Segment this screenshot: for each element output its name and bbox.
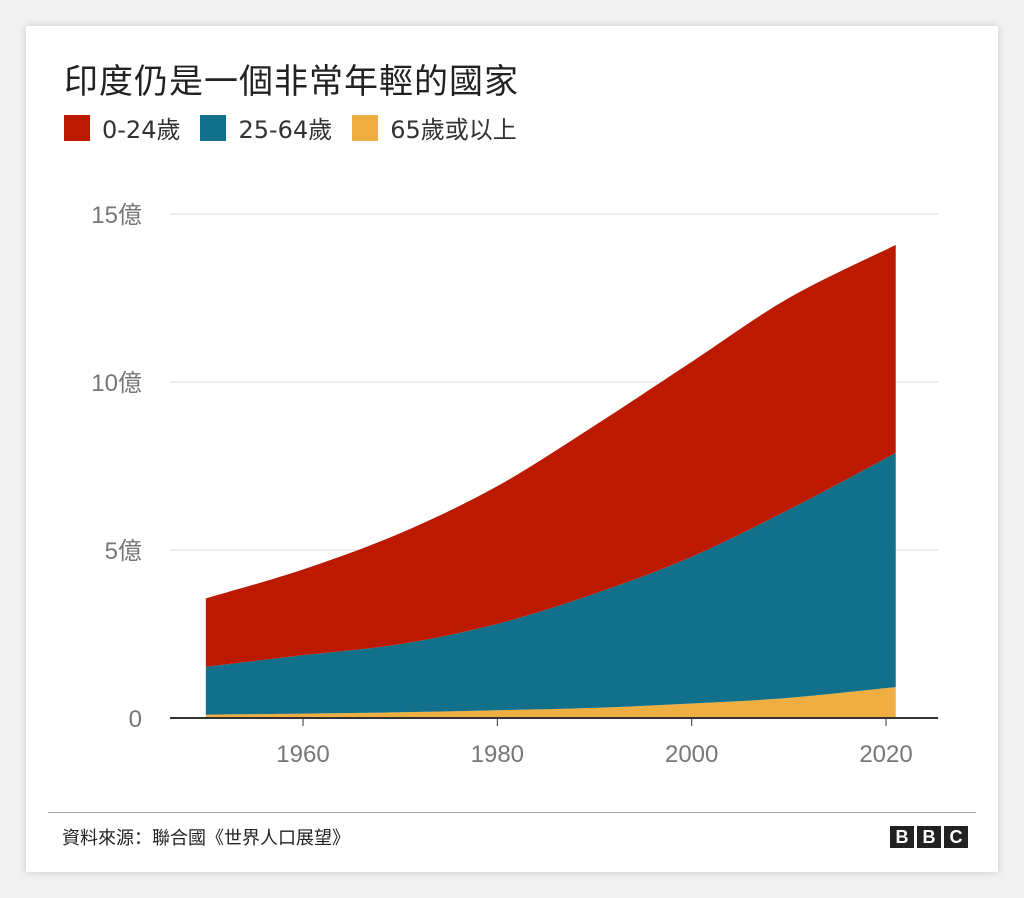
legend-swatch <box>200 114 227 141</box>
x-tick-label: 1980 <box>471 741 524 768</box>
logo-letter: B <box>890 826 914 848</box>
logo-letter: C <box>944 826 968 848</box>
legend-label: 65歲或以上 <box>390 116 517 144</box>
x-tick-label: 2000 <box>665 741 718 768</box>
y-tick-label: 5億 <box>105 538 142 565</box>
legend-swatch <box>64 114 90 141</box>
legend-item-25-64: 25-64歲 <box>200 110 332 145</box>
y-tick-label: 10億 <box>91 370 142 397</box>
y-tick-label: 0 <box>129 706 142 733</box>
chart-title: 印度仍是一個非常年輕的國家 <box>64 62 519 102</box>
legend-label: 25-64歲 <box>238 116 333 144</box>
legend-label: 0-24歲 <box>102 116 181 144</box>
area-65歲或以上 <box>205 687 896 718</box>
footer-divider <box>48 812 976 813</box>
legend-swatch <box>352 114 379 141</box>
legend: 0-24歲 25-64歲 65歲或以上 <box>64 110 537 145</box>
source-note: 資料來源：聯合國《世界人口展望》 <box>62 828 350 849</box>
y-tick-label: 15億 <box>91 202 142 229</box>
area-25-64歲 <box>205 452 896 715</box>
x-tick-label: 1960 <box>276 741 329 768</box>
legend-item-65-plus: 65歲或以上 <box>352 110 517 145</box>
logo-letter: B <box>917 826 941 848</box>
area-0-24歲 <box>205 244 896 667</box>
x-tick-label: 2020 <box>859 741 912 768</box>
legend-item-0-24: 0-24歲 <box>64 110 180 145</box>
bbc-logo: B B C <box>890 826 968 848</box>
